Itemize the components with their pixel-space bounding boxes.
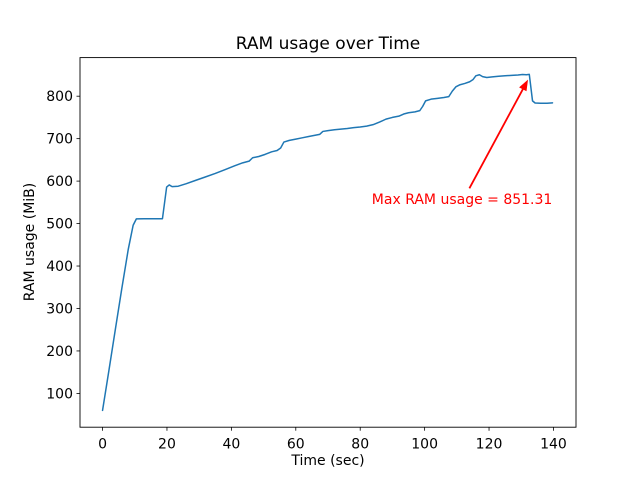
y-tick-label: 400 (46, 259, 73, 275)
plot-frame (79, 57, 577, 428)
x-tick-label: 80 (351, 437, 369, 453)
x-tick-label: 100 (411, 437, 438, 453)
ram-usage-line (101, 73, 554, 412)
y-tick-label: 200 (46, 344, 73, 360)
x-tick-label: 140 (540, 437, 567, 453)
y-tick-label: 800 (46, 89, 73, 105)
max-annotation-text: Max RAM usage = 851.31 (371, 191, 553, 208)
x-tick-label: 0 (98, 437, 107, 453)
y-tick-label: 600 (46, 174, 73, 190)
y-tick-label: 500 (46, 217, 73, 233)
y-tick-label: 300 (46, 301, 73, 317)
x-tick-label: 60 (287, 437, 305, 453)
annotation-arrow-shaft (468, 86, 526, 189)
y-tick-label: 700 (46, 132, 73, 148)
x-tick-label: 40 (222, 437, 240, 453)
annotation-arrow-head (519, 79, 529, 92)
chart-title: RAM usage over Time (235, 34, 421, 54)
x-axis-label: Time (sec) (291, 453, 365, 469)
y-tick-label: 100 (46, 386, 73, 402)
x-tick-label: 120 (476, 437, 503, 453)
x-tick-label: 20 (158, 437, 176, 453)
